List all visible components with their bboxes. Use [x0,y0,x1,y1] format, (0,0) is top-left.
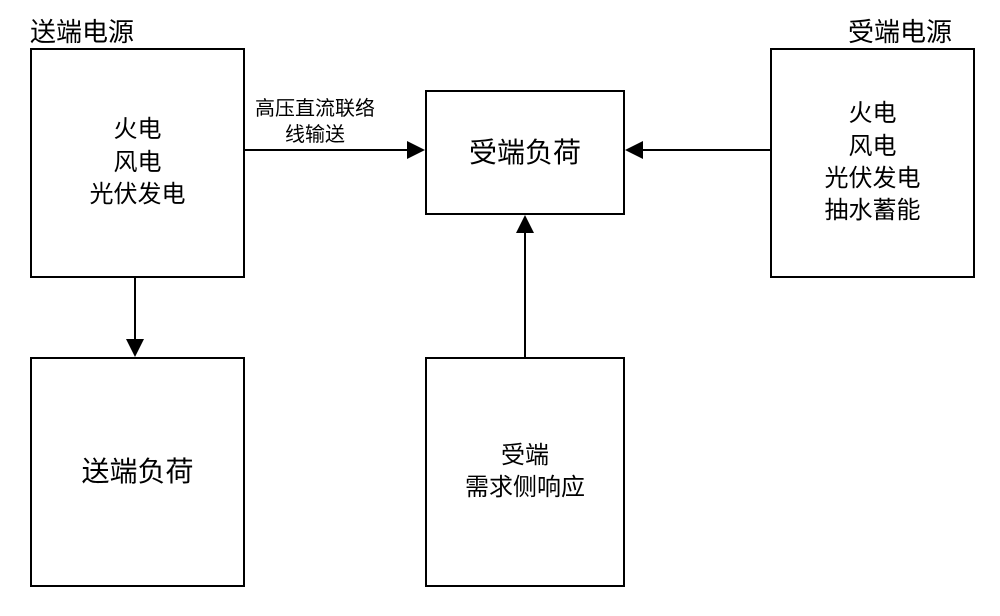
edge-dsr-rl-arrowhead [516,215,534,233]
receiving-power-line: 抽水蓄能 [825,195,921,227]
sending-load-text: 送端负荷 [81,453,193,491]
receiving-load-text: 受端负荷 [469,134,581,172]
receiving-dsr-box: 受端 需求侧响应 [425,357,625,587]
receiving-dsr-line: 需求侧响应 [465,472,585,504]
receiving-load-box: 受端负荷 [425,90,625,215]
receiving-power-title: 受端电源 [848,12,952,49]
edge-hvdc-label: 高压直流联络 线输送 [255,96,375,148]
edge-hvdc-label-line: 高压直流联络 [255,96,375,122]
edge-sp-sl-arrowhead [126,339,144,357]
receiving-power-line: 光伏发电 [825,163,921,195]
edge-hvdc-label-line: 线输送 [255,122,375,148]
sending-power-box: 火电 风电 光伏发电 [30,48,245,278]
receiving-power-line: 火电 [849,98,897,130]
sending-power-line: 光伏发电 [90,179,186,211]
edge-hvdc-line [245,149,410,151]
sending-load-box: 送端负荷 [30,357,245,587]
edge-dsr-rl-line [524,230,526,357]
edge-sp-sl-line [134,278,136,342]
edge-rp-rl-arrowhead [625,141,643,159]
edge-rp-rl-line [640,149,770,151]
sending-power-line: 火电 [114,114,162,146]
receiving-dsr-line: 受端 [501,440,549,472]
receiving-power-line: 风电 [849,131,897,163]
receiving-power-box: 火电 风电 光伏发电 抽水蓄能 [770,48,975,278]
sending-power-title: 送端电源 [30,12,134,49]
sending-power-line: 风电 [114,147,162,179]
edge-hvdc-arrowhead [407,141,425,159]
